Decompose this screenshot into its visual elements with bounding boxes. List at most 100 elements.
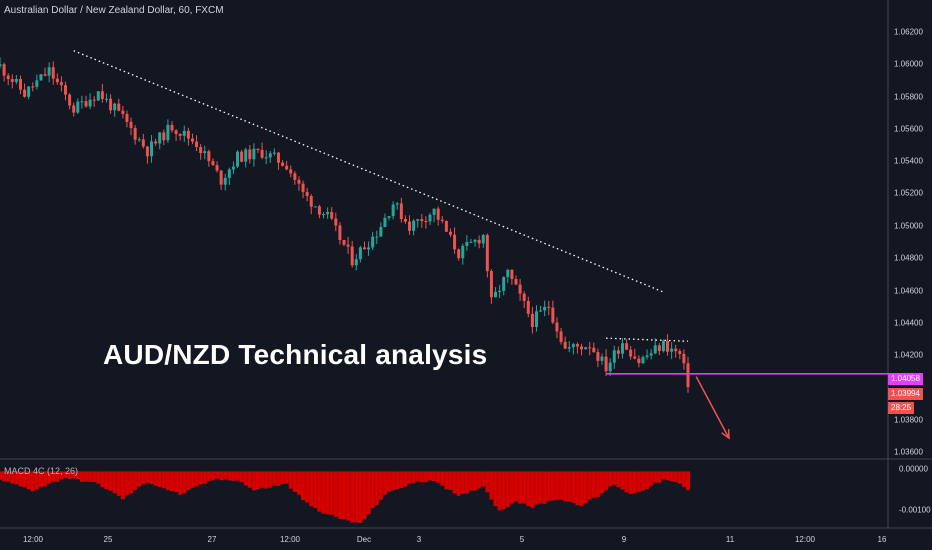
macd-tick: -0.00100 (899, 505, 931, 515)
macd-bar (542, 471, 547, 504)
candle-body (0, 64, 2, 67)
price-tick: 1.05200 (894, 188, 923, 198)
candle-body (182, 130, 186, 136)
candle-body (584, 347, 588, 350)
price-tick: 1.06200 (894, 27, 923, 37)
macd-bar (428, 471, 432, 481)
macd-bar (59, 471, 64, 480)
candle-body (236, 151, 240, 167)
descending-trendline[interactable] (73, 50, 664, 293)
macd-bar (677, 471, 682, 484)
symbol-title[interactable]: Australian Dollar / New Zealand Dollar, … (4, 5, 224, 16)
price-tick: 1.03800 (894, 415, 923, 425)
macd-bar (464, 471, 469, 494)
macd-bar (632, 471, 637, 494)
macd-bar (301, 471, 306, 501)
macd-bar (518, 471, 523, 504)
consolidation-top-line[interactable] (606, 337, 689, 342)
candle-body (289, 169, 293, 174)
macd-bar (362, 471, 367, 520)
macd-bar (280, 471, 285, 485)
candle-body (338, 225, 342, 241)
candle-body (297, 179, 301, 184)
candle-body (436, 208, 440, 220)
candle-body (555, 322, 559, 332)
macd-bar (276, 471, 281, 486)
candle-body (649, 353, 653, 356)
macd-bar (395, 471, 400, 490)
macd-bar (243, 471, 248, 486)
price-tick: 1.04800 (894, 253, 923, 263)
macd-bar (161, 471, 166, 489)
candle-body (481, 235, 485, 244)
candle-body (510, 269, 514, 280)
macd-bar (624, 471, 629, 493)
macd-bar (51, 471, 56, 482)
macd-bar (477, 471, 482, 489)
macd-bar (317, 471, 322, 512)
macd-bar (231, 471, 236, 481)
candle-body (629, 349, 633, 357)
candle-body (27, 86, 31, 97)
macd-bar (657, 471, 662, 483)
candle-body (125, 114, 129, 122)
candle-body (170, 124, 174, 131)
candle-body (154, 141, 158, 144)
candle-body (367, 247, 371, 250)
macd-bar (182, 471, 187, 494)
candle-body (268, 153, 272, 158)
candle-body (498, 290, 502, 292)
candle-body (23, 89, 27, 97)
candle-body (313, 206, 317, 208)
candle-body (682, 353, 686, 364)
candle-body (322, 214, 326, 216)
candle-body (473, 239, 477, 242)
drawings-layer[interactable] (73, 50, 888, 440)
candle-body (432, 208, 436, 215)
candle-body (309, 196, 313, 207)
candle-body (276, 152, 280, 163)
macd-bar (75, 471, 80, 480)
candle-body (39, 74, 43, 81)
macd-bar (456, 471, 461, 496)
candle-body (563, 341, 567, 349)
macd-indicator-title[interactable]: MACD 4C (12, 26) (4, 466, 79, 476)
macd-bar (325, 471, 330, 515)
macd-bar (96, 471, 101, 484)
projection-arrow[interactable] (695, 376, 730, 439)
macd-bar (374, 471, 379, 506)
candle-body (162, 132, 166, 141)
candle-body (109, 98, 113, 111)
candle-body (543, 306, 547, 311)
candle-body (88, 99, 92, 107)
candle-body (326, 211, 330, 215)
candle-body (129, 121, 133, 129)
macd-bar (645, 471, 650, 490)
candle-body (178, 133, 182, 136)
macd-bar (612, 471, 617, 485)
price-tick: 1.05600 (894, 124, 923, 134)
macd-bar (509, 471, 514, 504)
time-tick: 25 (103, 535, 113, 544)
candle-body (59, 82, 63, 86)
macd-bar (272, 471, 277, 486)
candle-body (150, 141, 154, 157)
candle-body (661, 340, 665, 352)
candle-body (633, 356, 637, 359)
macd-bar (587, 471, 592, 500)
candle-body (240, 151, 244, 162)
candle-body (457, 249, 461, 259)
macd-bar (440, 471, 445, 486)
candle-body (477, 239, 481, 244)
macd-bar (530, 471, 535, 508)
candle-body (625, 343, 629, 350)
candle-body (522, 293, 526, 301)
candle-body (465, 242, 469, 246)
macd-bar (526, 471, 531, 507)
macd-bar (79, 471, 84, 482)
macd-bar (366, 471, 371, 515)
price-tick: 1.05400 (894, 156, 923, 166)
macd-bar (583, 471, 588, 504)
